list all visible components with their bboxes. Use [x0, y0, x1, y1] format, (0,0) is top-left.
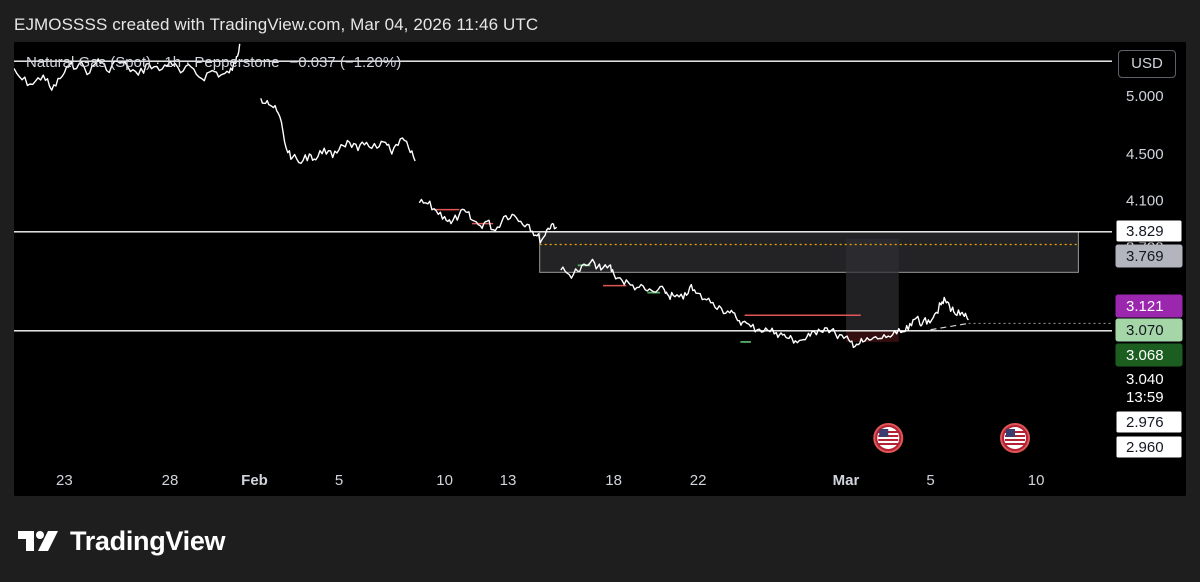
chart-panel[interactable]: 5.0004.5004.1003.7003.8293.7693.1213.070…: [14, 42, 1186, 496]
us-flag-icon[interactable]: [873, 423, 904, 453]
price-tag-box: [1115, 318, 1183, 342]
price-tag-box: [1115, 294, 1183, 318]
price-tag-box: [1115, 244, 1183, 268]
time-axis-label: 18: [605, 472, 622, 489]
price-chart[interactable]: 5.0004.5004.1003.7003.8293.7693.1213.070…: [14, 42, 1186, 496]
time-axis-label: Feb: [241, 472, 268, 489]
stop-zone: [846, 330, 899, 342]
price-tag-box: [1115, 343, 1183, 367]
price-tag-label: 2.976: [1126, 414, 1164, 431]
price-tag-label: 3.068: [1126, 347, 1164, 364]
price-tag-box: [1115, 435, 1183, 459]
price-tag-label: 3.070: [1126, 322, 1164, 339]
time-axis-label: 10: [1028, 472, 1045, 489]
price-tag-label: 2.960: [1126, 439, 1164, 456]
brand-name: TradingView: [70, 525, 226, 556]
currency-selector[interactable]: USD: [1118, 50, 1176, 78]
time-axis-label: 5: [335, 472, 343, 489]
us-flag-icon[interactable]: [1000, 423, 1030, 453]
price-tag-label: 3.040: [1126, 371, 1164, 388]
time-axis-label: 28: [162, 472, 179, 489]
price-change: −0.037 (−1.20%): [289, 54, 402, 71]
price-tag-label: 3.829: [1126, 223, 1164, 240]
time-axis-label: 13: [500, 472, 517, 489]
tradingview-logo-icon: [18, 531, 58, 551]
price-tag-box: [1115, 410, 1183, 434]
time-axis-label: 23: [56, 472, 73, 489]
price-series-line: [14, 43, 969, 349]
symbol-name: Natural Gas (Spot) · 1h · Pepperstone: [26, 54, 280, 71]
time-axis-label: 10: [436, 472, 453, 489]
time-axis-label: 5: [926, 472, 934, 489]
position-zone: [846, 238, 899, 331]
price-axis-label: 4.100: [1126, 192, 1164, 209]
brand-footer: TradingView: [18, 524, 226, 558]
price-tag-label: 13:59: [1126, 389, 1164, 406]
chart-caption: EJMOSSSS created with TradingView.com, M…: [14, 15, 539, 34]
price-axis-label: 4.500: [1126, 146, 1164, 163]
symbol-legend[interactable]: Natural Gas (Spot) · 1h · Pepperstone −0.…: [26, 54, 401, 71]
price-axis-label: 5.000: [1126, 88, 1164, 105]
price-tag-label: 3.121: [1126, 298, 1164, 315]
supply-zone: [539, 231, 1079, 273]
price-tag-box: [1115, 219, 1183, 243]
time-axis: [14, 454, 1186, 496]
projection-dashed-line: [930, 322, 969, 331]
time-axis-label: Mar: [833, 472, 860, 489]
price-tag-label: 3.769: [1126, 248, 1164, 265]
time-axis-label: 22: [690, 472, 707, 489]
